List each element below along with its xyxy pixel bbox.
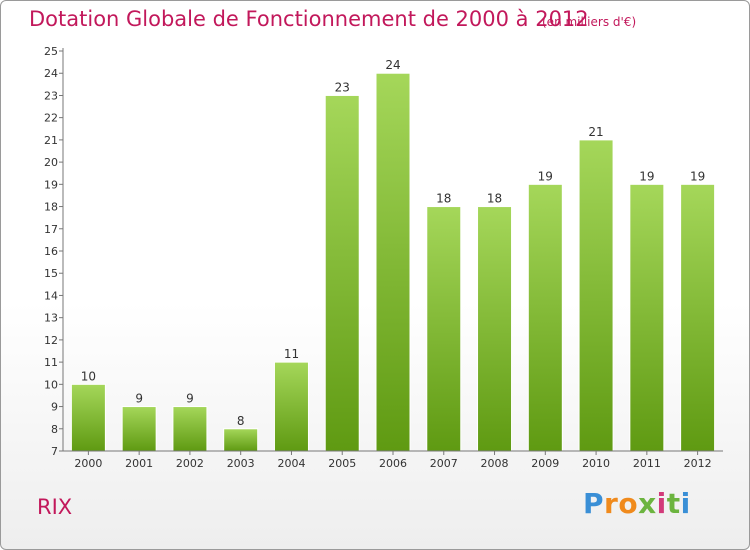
y-tick-label: 10 bbox=[44, 378, 58, 391]
bar-value-label: 11 bbox=[284, 347, 299, 361]
logo-letter: o bbox=[618, 487, 639, 520]
bar-value-label: 18 bbox=[487, 192, 502, 206]
x-axis: 2000 2001 2002 2003 2004 2005 2006 2007 2008 2009… bbox=[63, 450, 723, 470]
bar-value-label: 21 bbox=[588, 125, 603, 139]
x-tick-label: 2002 bbox=[176, 457, 204, 470]
y-tick-label: 14 bbox=[44, 289, 58, 302]
x-tick-label: 2012 bbox=[684, 457, 712, 470]
logo-letter: P bbox=[583, 487, 605, 520]
logo-letter: i bbox=[656, 487, 667, 520]
y-tick-label: 16 bbox=[44, 245, 58, 258]
bar-value-label: 24 bbox=[385, 58, 400, 72]
bar-2012 bbox=[680, 183, 716, 452]
logo-letter: t bbox=[666, 487, 681, 520]
bar-2004 bbox=[273, 361, 309, 452]
bar-2002 bbox=[172, 406, 208, 452]
x-tick-label: 2005 bbox=[328, 457, 356, 470]
x-tick-label: 2001 bbox=[125, 457, 153, 470]
x-tick-label: 2007 bbox=[430, 457, 458, 470]
bar-2000 bbox=[70, 383, 106, 452]
bar-value-label: 9 bbox=[186, 392, 194, 406]
y-tick-label: 15 bbox=[44, 267, 58, 280]
bar-2006 bbox=[375, 72, 411, 452]
bar-value-label: 23 bbox=[335, 80, 350, 94]
y-tick-label: 25 bbox=[44, 45, 58, 58]
y-tick-label: 24 bbox=[44, 67, 58, 80]
x-tick-label: 2003 bbox=[227, 457, 255, 470]
y-tick-label: 17 bbox=[44, 223, 58, 236]
y-tick-label: 13 bbox=[44, 312, 58, 325]
y-tick-label: 7 bbox=[51, 445, 58, 458]
y-tick-label: 23 bbox=[44, 89, 58, 102]
x-tick-label: 2011 bbox=[633, 457, 661, 470]
commune-name: RIX bbox=[37, 495, 73, 519]
chart-subtitle: (en milliers d'€) bbox=[542, 15, 637, 29]
chart-title: Dotation Globale de Fonctionnement de 20… bbox=[29, 7, 589, 31]
logo-letter: r bbox=[604, 487, 619, 520]
bar-2008 bbox=[477, 206, 513, 452]
bar-2005 bbox=[324, 94, 360, 452]
y-tick-label: 8 bbox=[51, 423, 58, 436]
bar-value-label: 18 bbox=[436, 192, 451, 206]
logo-letter: x bbox=[638, 487, 657, 520]
y-tick-label: 19 bbox=[44, 178, 58, 191]
proxiti-logo: Proxiti bbox=[583, 487, 691, 520]
bar-2007 bbox=[426, 206, 462, 452]
x-tick-label: 2008 bbox=[481, 457, 509, 470]
x-tick-label: 2010 bbox=[582, 457, 610, 470]
x-tick-label: 2009 bbox=[531, 457, 559, 470]
bar-value-label: 19 bbox=[538, 169, 553, 183]
x-tick-label: 2006 bbox=[379, 457, 407, 470]
bar-value-label: 9 bbox=[135, 392, 143, 406]
bar-value-label: 19 bbox=[690, 169, 705, 183]
y-tick-label: 22 bbox=[44, 112, 58, 125]
y-tick-label: 21 bbox=[44, 134, 58, 147]
y-tick-label: 9 bbox=[51, 401, 58, 414]
bar-value-label: 10 bbox=[81, 369, 96, 383]
bar-value-label: 19 bbox=[639, 169, 654, 183]
y-tick-label: 12 bbox=[44, 334, 58, 347]
bar-2001 bbox=[121, 406, 157, 452]
bars: 10 9 9 8 11 23 24 18 18 19 21 19 19 bbox=[70, 58, 716, 452]
y-tick-label: 11 bbox=[44, 356, 58, 369]
bar-2009 bbox=[527, 183, 563, 452]
logo-letter: i bbox=[680, 487, 691, 520]
bar-2003 bbox=[223, 428, 259, 452]
y-axis: 7 8 9 10 11 12 13 14 15 16 17 18 19 20 21 22 23 24 25 bbox=[44, 45, 64, 458]
x-tick-label: 2000 bbox=[74, 457, 102, 470]
bar-value-label: 8 bbox=[237, 414, 245, 428]
x-tick-label: 2004 bbox=[277, 457, 305, 470]
bar-2010 bbox=[578, 139, 614, 452]
bar-2011 bbox=[629, 183, 665, 452]
y-tick-label: 20 bbox=[44, 156, 58, 169]
y-tick-label: 18 bbox=[44, 201, 58, 214]
